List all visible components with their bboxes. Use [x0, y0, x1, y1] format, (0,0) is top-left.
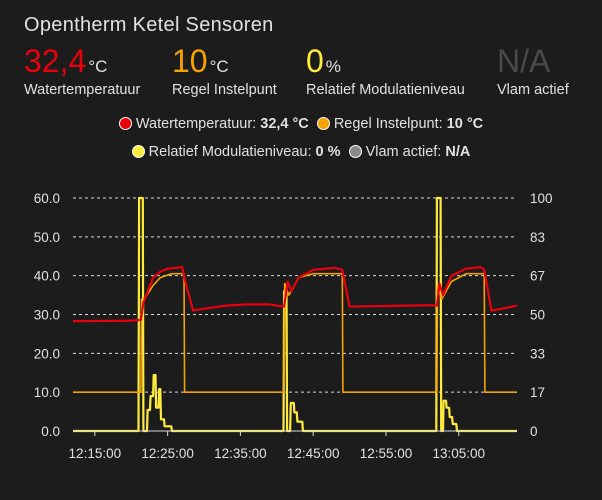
legend-dot-icon [118, 117, 132, 130]
stat-vlam-actief[interactable]: N/A Vlam actief [497, 44, 569, 98]
stat-label: Watertemperatuur [24, 82, 141, 98]
legend-item-regel-instelpunt[interactable]: Regel Instelpunt: 10 °C [316, 116, 484, 132]
legend-label: Vlam actief: [365, 144, 442, 160]
series-line-watertemperatuur [72, 266, 518, 323]
stat-regel-instelpunt[interactable]: 10 °C Regel Instelpunt [172, 44, 277, 98]
stat-value: N/A [497, 43, 551, 79]
y-left-tick-label: 20.0 [34, 346, 60, 361]
y-right-tick-label: 83 [530, 230, 545, 245]
stat-label: Relatief Modulatieniveau [306, 82, 465, 98]
legend-value: 10 °C [446, 116, 484, 132]
y-left-tick-label: 40.0 [34, 269, 60, 284]
stat-value: 0 [306, 43, 324, 79]
y-right-tick-label: 0 [530, 424, 538, 439]
x-tick-label: 13:05:00 [432, 446, 485, 461]
y-right-tick-label: 33 [530, 346, 545, 361]
y-right-tick-label: 17 [530, 385, 545, 400]
y-left-tick-label: 10.0 [34, 385, 60, 400]
y-left-tick-label: 50.0 [34, 230, 60, 245]
stat-unit: °C [88, 57, 108, 76]
card-title: Opentherm Ketel Sensoren [24, 14, 274, 36]
legend-row-1: Watertemperatuur: 32,4 °C Regel Instelpu… [0, 116, 602, 132]
stat-unit: °C [209, 57, 229, 76]
legend-label: Watertemperatuur: [135, 116, 257, 132]
y-right-tick-label: 100 [530, 191, 553, 206]
legend-dot-icon [131, 145, 145, 158]
stat-label: Regel Instelpunt [172, 82, 277, 98]
x-tick-label: 12:55:00 [360, 446, 413, 461]
stat-value: 10 [172, 43, 208, 79]
x-tick-label: 12:45:00 [287, 446, 340, 461]
x-tick-label: 12:25:00 [141, 446, 194, 461]
y-left-tick-label: 30.0 [34, 308, 60, 323]
legend-item-relatief-modulatieniveau[interactable]: Relatief Modulatieniveau: 0 % [131, 144, 341, 160]
legend-dot-icon [348, 145, 362, 158]
x-tick-label: 12:35:00 [214, 446, 267, 461]
legend-label: Relatief Modulatieniveau: [148, 144, 312, 160]
y-left-tick-label: 0.0 [41, 424, 60, 439]
stat-watertemperatuur[interactable]: 32,4 °C Watertemperatuur [24, 44, 140, 98]
stat-label: Vlam actief [497, 82, 569, 98]
stat-relatief-modulatieniveau[interactable]: 0% Relatief Modulatieniveau [306, 44, 465, 98]
legend-value: 0 % [315, 144, 341, 160]
legend-label: Regel Instelpunt: [333, 116, 443, 132]
legend-item-watertemperatuur[interactable]: Watertemperatuur: 32,4 °C [118, 116, 309, 132]
series-line-relatief-modulatieniveau [73, 196, 517, 433]
y-right-tick-label: 50 [530, 308, 545, 323]
x-tick-label: 12:15:00 [69, 446, 122, 461]
legend-value: N/A [445, 144, 471, 160]
legend-item-vlam-actief[interactable]: Vlam actief: N/A [348, 144, 471, 160]
y-right-tick-label: 67 [530, 269, 545, 284]
legend-value: 32,4 °C [260, 116, 309, 132]
stat-unit: % [325, 57, 341, 76]
stat-value: 32,4 [24, 43, 87, 79]
history-chart[interactable]: 0.0 10.0 20.0 30.0 40.0 50.0 60.0 0 17 33 50 67 83 10… [0, 180, 602, 500]
legend-dot-icon [316, 117, 330, 130]
y-left-tick-label: 60.0 [34, 191, 60, 206]
legend-row-2: Relatief Modulatieniveau: 0 % Vlam actie… [0, 144, 602, 160]
